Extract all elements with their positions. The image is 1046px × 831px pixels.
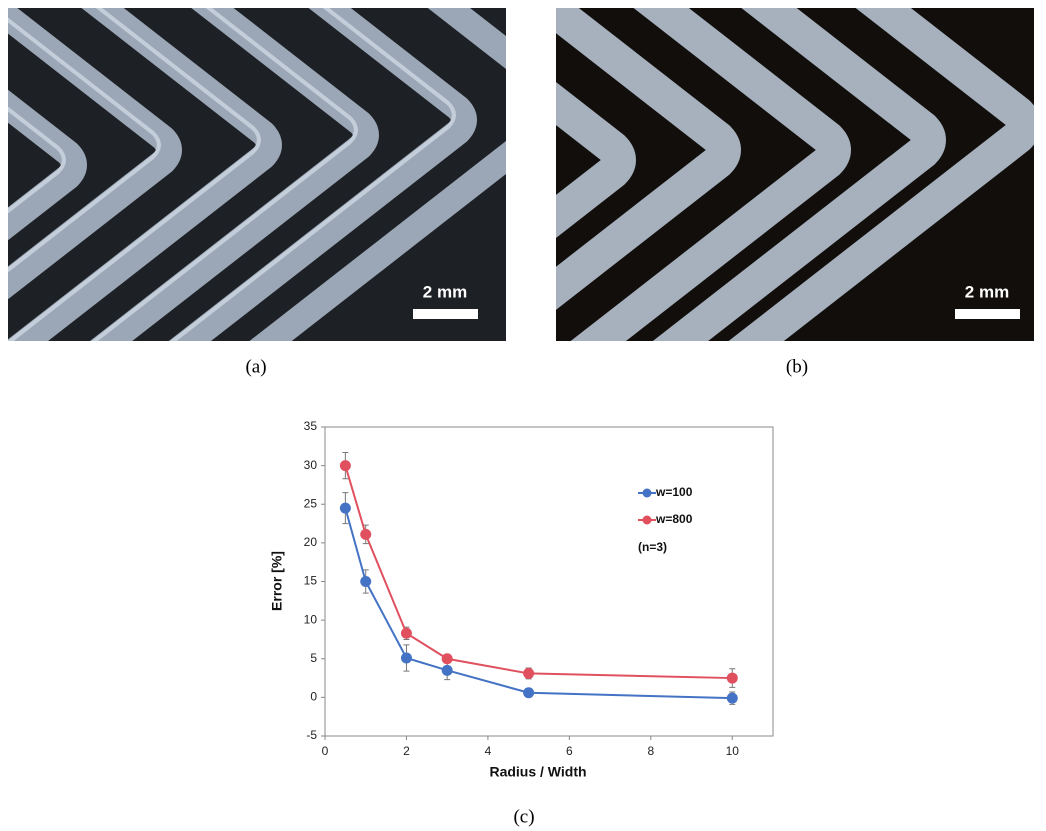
legend-marker bbox=[643, 516, 652, 525]
data-point bbox=[523, 687, 534, 698]
plot-frame bbox=[325, 427, 773, 736]
y-tick-label: 5 bbox=[310, 651, 317, 665]
data-point bbox=[523, 668, 534, 679]
annotation: (n=3) bbox=[638, 540, 667, 554]
data-point bbox=[340, 503, 351, 514]
y-tick-label: 30 bbox=[304, 458, 318, 472]
data-point bbox=[442, 665, 453, 676]
y-tick-label: 25 bbox=[304, 496, 318, 510]
x-tick-label: 8 bbox=[647, 744, 654, 758]
data-point bbox=[727, 693, 738, 704]
data-point bbox=[442, 653, 453, 664]
photo-a: 2 mm bbox=[0, 0, 564, 495]
data-point bbox=[360, 529, 371, 540]
y-tick-label: 35 bbox=[304, 419, 318, 433]
scale-bar-label: 2 mm bbox=[965, 282, 1009, 301]
data-point bbox=[401, 628, 412, 639]
y-tick-label: 20 bbox=[304, 535, 318, 549]
figure: 2 mm 2 mm (a) (b) (c) Radius / Width Err… bbox=[0, 0, 1046, 831]
x-tick-label: 4 bbox=[485, 744, 492, 758]
data-line bbox=[345, 508, 732, 698]
panel-label: (a) bbox=[245, 356, 266, 377]
y-axis-label: Error [%] bbox=[269, 551, 285, 611]
y-tick-label: -5 bbox=[306, 728, 317, 742]
x-tick-label: 10 bbox=[726, 744, 740, 758]
data-point bbox=[340, 460, 351, 471]
x-tick-label: 6 bbox=[566, 744, 573, 758]
scale-bar-label: 2 mm bbox=[423, 282, 467, 301]
data-point bbox=[401, 652, 412, 663]
legend-label: w=100 bbox=[655, 485, 693, 499]
x-axis-label: Radius / Width bbox=[489, 764, 586, 780]
panel-label: (c) bbox=[513, 806, 534, 827]
y-tick-label: 10 bbox=[304, 612, 318, 626]
x-tick-label: 0 bbox=[322, 744, 329, 758]
y-tick-label: 15 bbox=[304, 574, 318, 588]
panel-label: (b) bbox=[786, 356, 808, 377]
y-tick-label: 0 bbox=[310, 690, 317, 704]
page: {"panels": { "a": {"label": "(a)", "scal… bbox=[0, 0, 1046, 831]
legend-marker bbox=[643, 489, 652, 498]
data-point bbox=[360, 576, 371, 587]
x-tick-label: 2 bbox=[403, 744, 410, 758]
legend-label: w=800 bbox=[655, 512, 693, 526]
data-point bbox=[727, 673, 738, 684]
